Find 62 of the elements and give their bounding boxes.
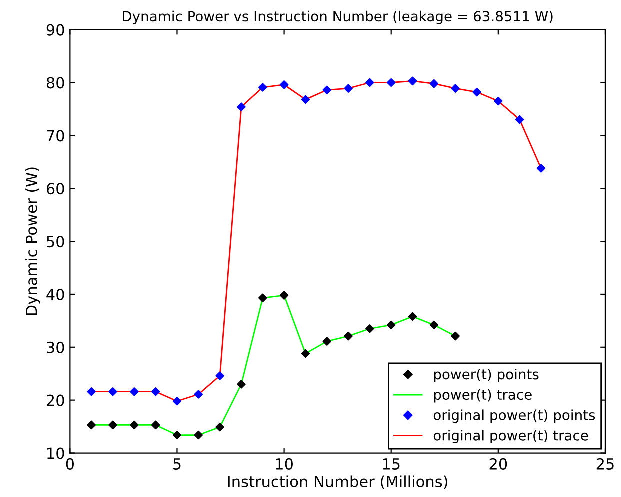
point	[151, 420, 160, 430]
point	[237, 380, 246, 389]
legend-label: original power(t) points	[434, 410, 596, 424]
x-tick-label: 20	[490, 458, 508, 470]
x-axis-title: Instruction Number (Millions)	[228, 476, 448, 490]
y-tick-label: 40	[46, 288, 64, 300]
point	[301, 95, 310, 104]
legend-label: power(t) points	[434, 368, 539, 382]
point	[344, 332, 353, 341]
y-tick-label: 30	[47, 342, 64, 354]
y-tick-label: 20	[46, 394, 64, 406]
y-tick-label: 80	[46, 77, 64, 89]
point	[108, 387, 118, 396]
point	[366, 78, 374, 88]
point	[301, 349, 310, 358]
y-axis-title: Dynamic Power (W)	[26, 168, 40, 316]
y-tick-label: 60	[46, 183, 64, 195]
point	[430, 320, 439, 330]
point	[451, 332, 460, 341]
x-tick-label: 15	[383, 458, 400, 470]
x-tick-label: 25	[596, 458, 614, 470]
point	[430, 79, 439, 88]
point	[386, 78, 396, 88]
point	[237, 102, 246, 112]
point	[494, 96, 503, 106]
point	[172, 430, 182, 440]
point	[322, 337, 332, 346]
y-tick-label: 50	[47, 236, 64, 248]
point	[130, 387, 139, 396]
point	[344, 84, 353, 93]
point	[451, 84, 460, 93]
legend-label: original power(t) trace	[434, 430, 588, 444]
x-tick-label: 0	[66, 458, 74, 470]
y-tick-label: 10	[48, 448, 64, 460]
point	[194, 390, 204, 399]
point	[87, 420, 96, 430]
chart-title: Dynamic Power vs Instruction Number (leakage = 63.8511 W)	[123, 10, 553, 24]
point	[280, 80, 289, 90]
point	[151, 387, 160, 396]
point	[130, 420, 139, 430]
point	[194, 430, 204, 440]
point	[258, 83, 268, 92]
point	[408, 76, 418, 86]
point	[386, 320, 396, 330]
point	[408, 312, 418, 322]
point	[258, 294, 268, 303]
point	[515, 115, 524, 124]
point	[536, 164, 546, 173]
x-tick-label: 5	[174, 458, 181, 470]
legend-label: power(t) trace	[434, 389, 532, 403]
point	[472, 88, 482, 97]
point	[172, 397, 182, 406]
y-tick-label: 90	[46, 24, 64, 36]
point	[87, 387, 96, 396]
point	[322, 86, 332, 95]
point	[216, 422, 224, 432]
x-tick-label: 10	[276, 458, 293, 470]
point	[280, 291, 289, 300]
y-tick-label: 70	[47, 130, 64, 142]
point	[366, 324, 374, 334]
point	[216, 372, 224, 380]
point	[108, 420, 118, 430]
